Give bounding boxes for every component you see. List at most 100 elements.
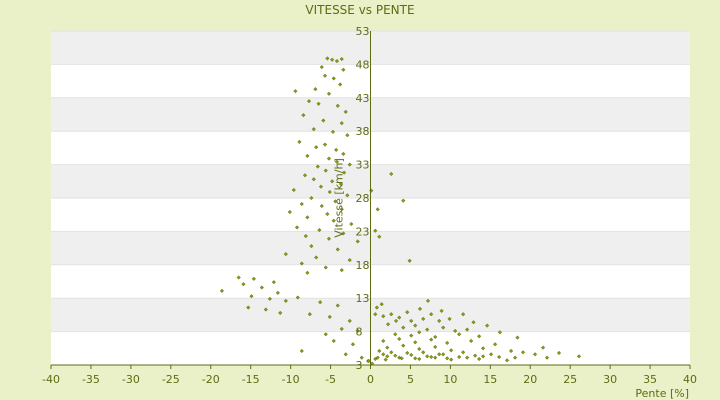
- data-point: [341, 67, 346, 72]
- data-point: [505, 358, 510, 363]
- data-point: [275, 290, 280, 295]
- data-point: [433, 334, 438, 340]
- data-point: [306, 99, 312, 104]
- data-point: [317, 227, 322, 233]
- data-point: [326, 156, 332, 161]
- y-tick-label: 48: [356, 58, 370, 71]
- data-point: [485, 323, 490, 328]
- data-point: [437, 352, 442, 357]
- x-tick-label: 20: [523, 373, 537, 386]
- data-point: [393, 332, 398, 337]
- data-point: [299, 261, 304, 266]
- data-point: [373, 228, 378, 233]
- data-point: [343, 352, 348, 357]
- data-point: [465, 355, 470, 360]
- data-point: [401, 325, 406, 330]
- data-point: [349, 221, 354, 227]
- data-point: [385, 322, 391, 327]
- x-tick-label: -10: [282, 373, 300, 386]
- data-point: [407, 258, 412, 263]
- data-point: [313, 87, 318, 92]
- data-point: [355, 328, 360, 334]
- data-point: [219, 288, 225, 293]
- data-point: [246, 305, 251, 310]
- data-point: [339, 207, 344, 212]
- data-point: [323, 332, 328, 337]
- data-point: [389, 171, 394, 177]
- data-point: [342, 170, 347, 175]
- x-tick-label: 30: [603, 373, 617, 386]
- data-point: [489, 352, 494, 357]
- y-tick-label: 33: [356, 159, 370, 172]
- data-point: [314, 255, 319, 260]
- data-point: [355, 239, 360, 244]
- x-tick-label: -30: [122, 373, 140, 386]
- y-tick-label: 18: [356, 259, 370, 272]
- data-point: [293, 89, 298, 94]
- data-point: [334, 147, 339, 152]
- data-point: [469, 338, 474, 344]
- data-point: [291, 187, 296, 193]
- data-point: [413, 340, 418, 345]
- data-point: [556, 350, 562, 356]
- data-point: [287, 209, 292, 215]
- x-axis-title: Pente [%]: [635, 387, 689, 400]
- data-point: [457, 354, 462, 360]
- data-point: [377, 234, 382, 239]
- y-tick-label: 23: [356, 225, 370, 238]
- data-point: [493, 342, 498, 347]
- data-point: [297, 139, 302, 144]
- x-tick-label: -20: [202, 373, 220, 386]
- data-point: [439, 308, 444, 313]
- data-point: [305, 153, 310, 158]
- data-point: [481, 346, 486, 351]
- data-point: [515, 335, 520, 340]
- data-point: [339, 56, 344, 62]
- data-point: [259, 285, 264, 290]
- x-tick-label: -5: [325, 373, 336, 386]
- data-point: [338, 181, 344, 187]
- data-point: [409, 318, 414, 323]
- data-point: [339, 268, 344, 273]
- data-point: [445, 356, 450, 361]
- data-point: [453, 328, 458, 334]
- data-point: [322, 142, 328, 147]
- data-point: [299, 348, 304, 354]
- data-point: [385, 354, 390, 359]
- data-point: [375, 207, 380, 212]
- data-point: [381, 352, 386, 357]
- data-point: [381, 314, 386, 319]
- data-point: [381, 338, 386, 344]
- data-point: [343, 109, 348, 114]
- x-tick-label: -35: [82, 373, 100, 386]
- data-point: [383, 357, 388, 362]
- y-tick-label: 43: [356, 92, 370, 105]
- data-point: [417, 356, 422, 362]
- data-point: [330, 129, 336, 134]
- data-point: [433, 344, 438, 350]
- data-point: [331, 218, 336, 223]
- data-point: [295, 295, 300, 300]
- data-point: [271, 280, 276, 285]
- y-tick-label: 53: [356, 25, 370, 38]
- x-tick-label: -15: [242, 373, 260, 386]
- data-point: [497, 354, 502, 360]
- data-point: [311, 127, 316, 132]
- data-point: [385, 345, 390, 350]
- data-point: [301, 113, 306, 118]
- data-point: [311, 177, 316, 182]
- data-point: [334, 159, 340, 165]
- data-point: [421, 316, 426, 321]
- data-point: [326, 236, 332, 241]
- data-point: [437, 318, 442, 323]
- y-axis-title: Vitesse [km/h]: [333, 158, 346, 238]
- data-point: [429, 337, 434, 342]
- data-point: [477, 334, 482, 339]
- data-point: [359, 355, 364, 360]
- x-tick-label: 0: [367, 373, 374, 386]
- data-point: [405, 350, 410, 356]
- data-point: [425, 354, 430, 359]
- x-tick-label: 10: [443, 373, 457, 386]
